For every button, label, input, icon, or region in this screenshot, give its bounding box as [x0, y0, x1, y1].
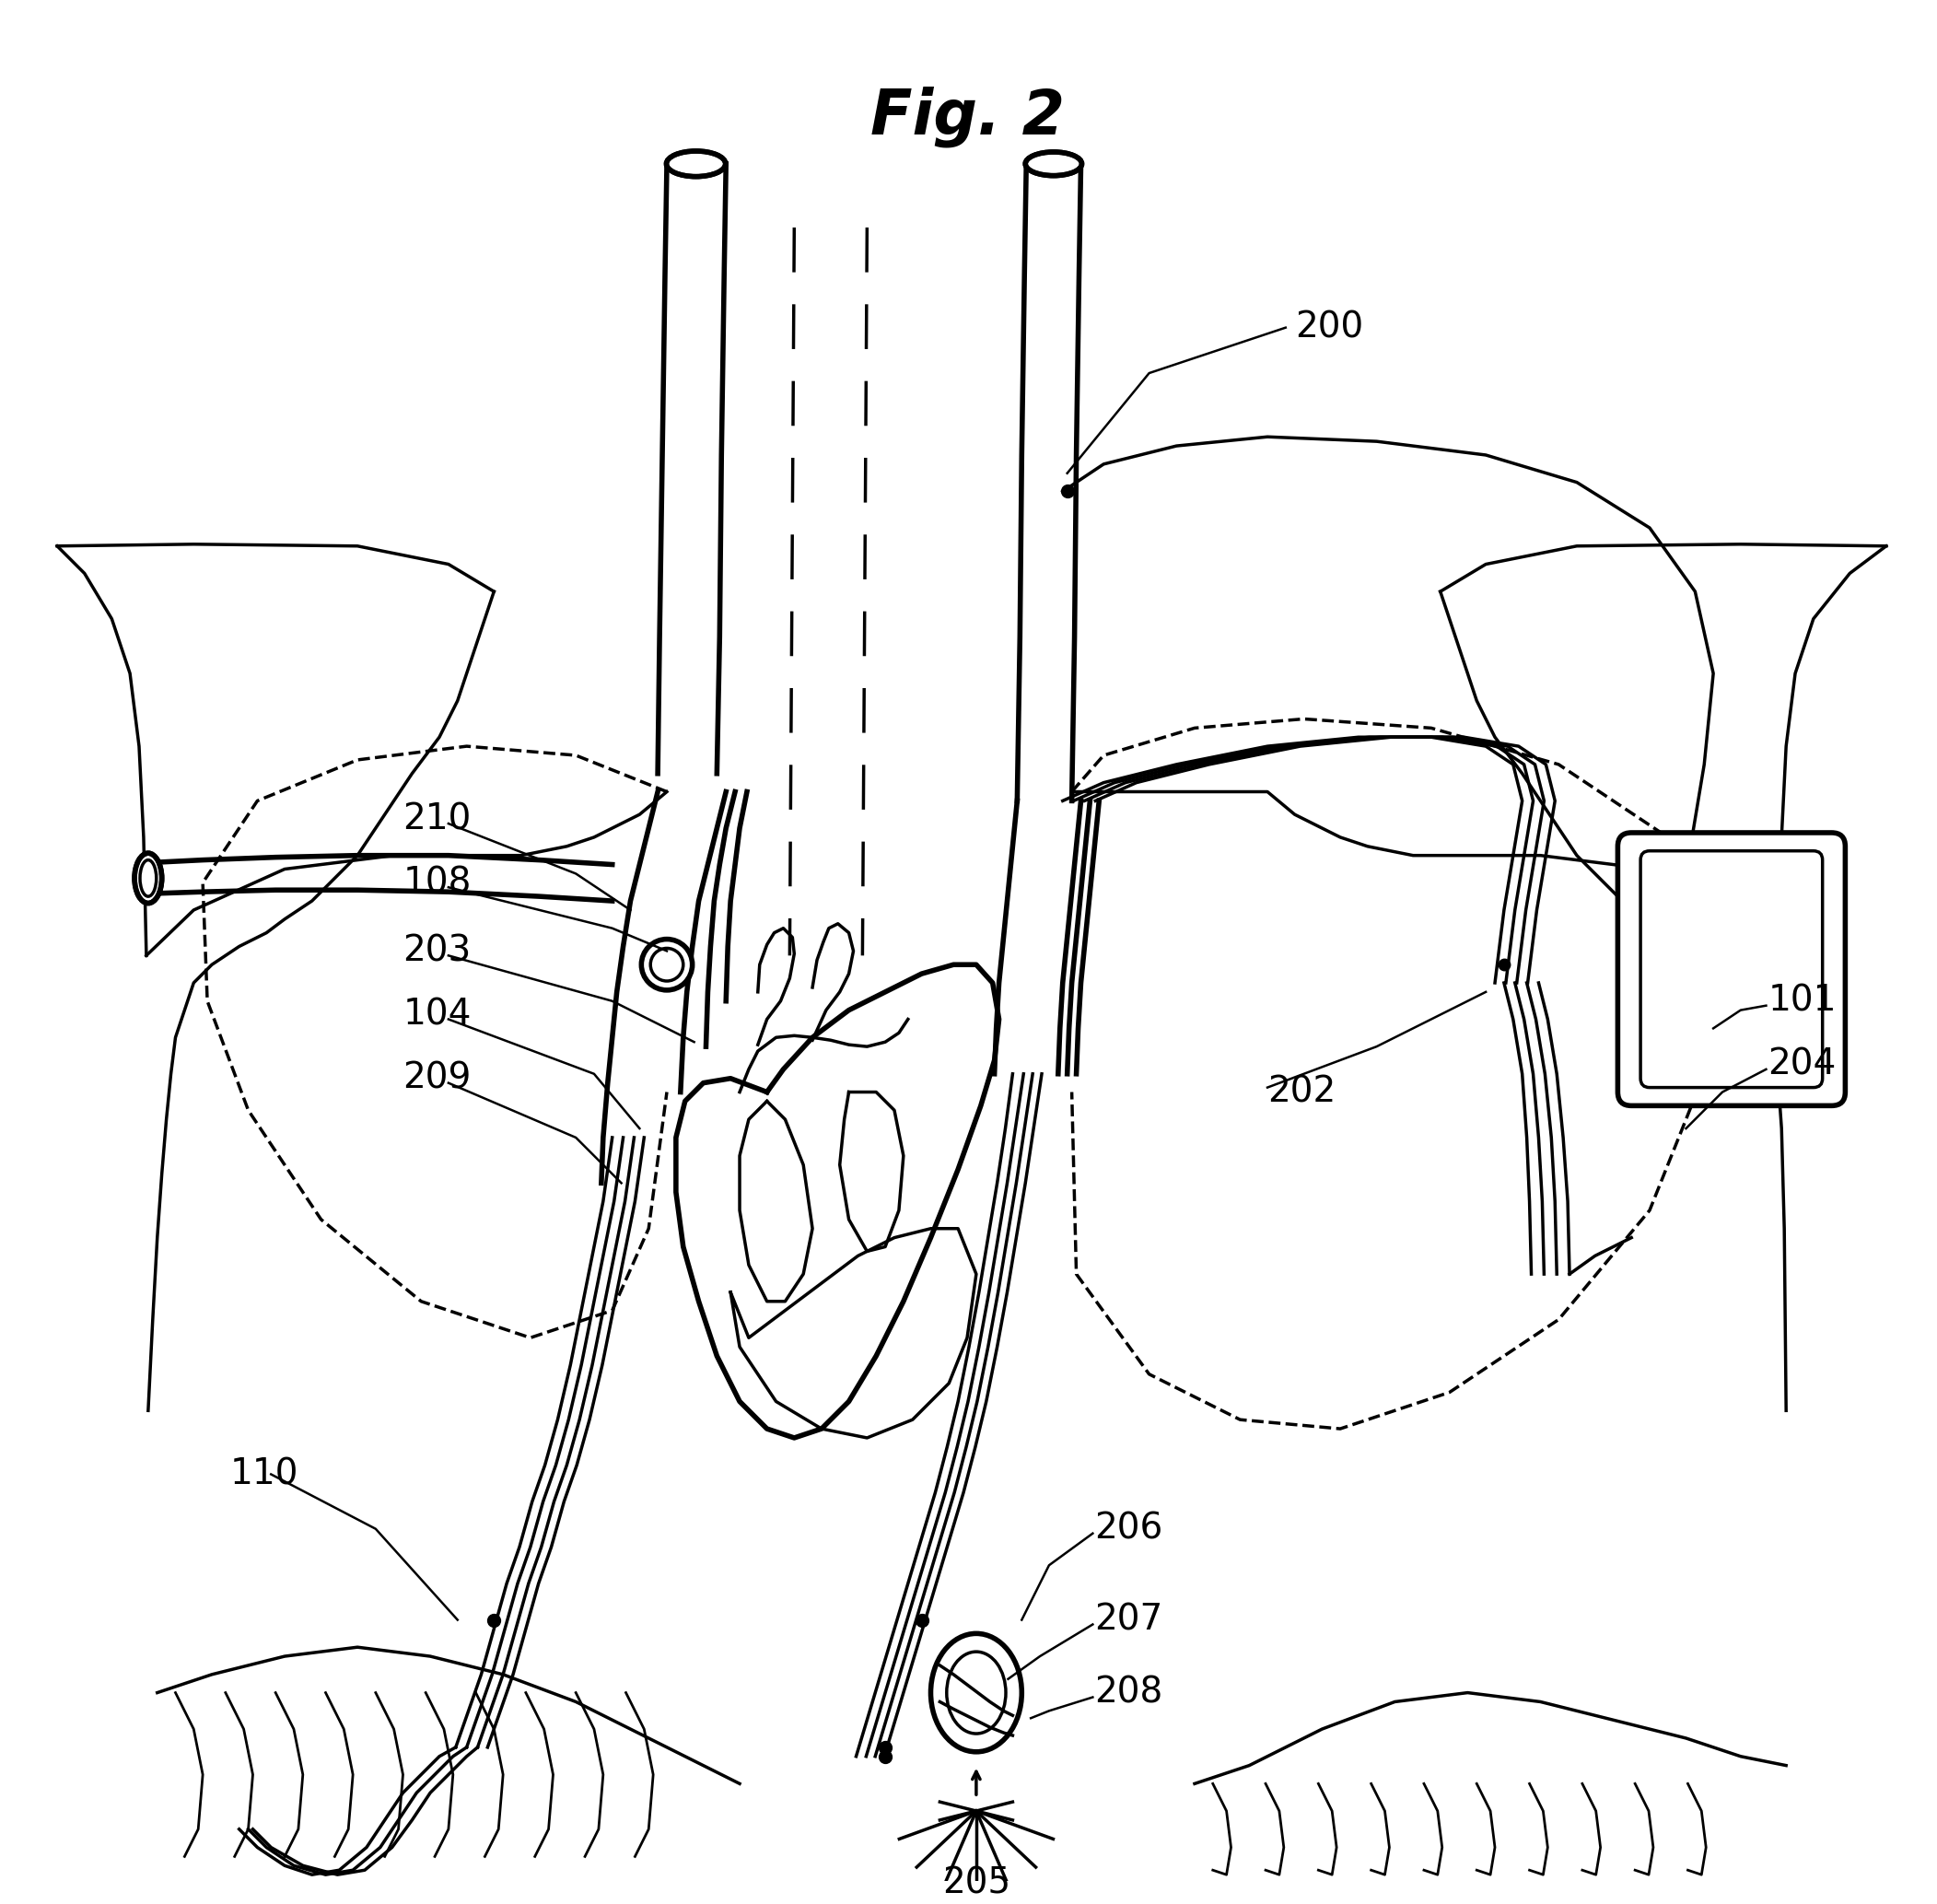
Text: 202: 202 [1267, 1074, 1337, 1110]
Text: 208: 208 [1094, 1676, 1162, 1710]
Circle shape [641, 939, 692, 990]
Text: Fig. 2: Fig. 2 [870, 86, 1063, 149]
Text: 207: 207 [1094, 1603, 1162, 1637]
Text: 210: 210 [403, 802, 471, 836]
Ellipse shape [134, 853, 163, 902]
Text: 108: 108 [403, 864, 471, 901]
Text: 209: 209 [403, 1061, 471, 1097]
Text: 200: 200 [1294, 310, 1364, 345]
Ellipse shape [1025, 152, 1081, 175]
Text: 204: 204 [1768, 1047, 1836, 1081]
Ellipse shape [932, 1634, 1021, 1752]
Text: 110: 110 [231, 1457, 298, 1491]
FancyBboxPatch shape [1641, 851, 1823, 1087]
Text: 203: 203 [403, 933, 471, 969]
Text: 104: 104 [403, 998, 471, 1032]
Text: 205: 205 [941, 1866, 1011, 1900]
FancyBboxPatch shape [1617, 832, 1846, 1106]
Text: 206: 206 [1094, 1512, 1162, 1546]
Ellipse shape [666, 150, 726, 177]
Text: 101: 101 [1768, 984, 1836, 1019]
